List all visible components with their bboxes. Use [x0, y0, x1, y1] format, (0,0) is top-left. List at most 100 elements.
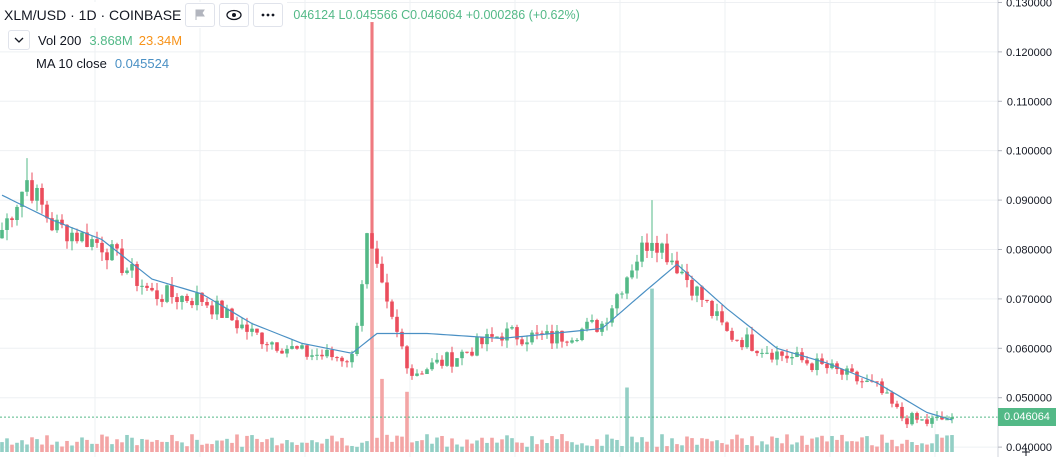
crosshair-icon[interactable]	[1022, 448, 1030, 456]
volume-bar	[315, 442, 319, 452]
volume-bar	[835, 439, 839, 452]
candle	[505, 322, 509, 348]
price-axis[interactable]: 0.130000 0.120000 0.110000 0.100000 0.090000…	[998, 0, 1052, 454]
volume-bar	[70, 445, 74, 452]
candle	[80, 232, 84, 243]
volume-bar	[700, 438, 704, 452]
volume-bar	[360, 442, 364, 452]
volume-bar	[225, 438, 229, 452]
y-tick-label: 0.100000	[1006, 146, 1052, 158]
candle	[205, 297, 209, 309]
volume-bar	[90, 443, 94, 452]
ma-line	[1, 194, 953, 421]
volume-label[interactable]: Vol 200	[38, 32, 82, 48]
candle	[120, 238, 124, 276]
candle	[775, 345, 779, 366]
candle	[465, 351, 469, 354]
volume-bar	[940, 437, 944, 452]
volume-bar	[30, 437, 34, 452]
volume-bar	[120, 442, 124, 452]
volume-bar	[860, 437, 864, 452]
volume-bar	[920, 443, 924, 452]
candle	[535, 324, 539, 340]
volume-bar	[720, 443, 724, 452]
candle	[40, 183, 44, 214]
volume-bar	[65, 440, 69, 452]
candle	[360, 280, 364, 332]
volume-bar	[280, 443, 284, 452]
volume-bar	[135, 445, 139, 452]
candle	[920, 419, 924, 421]
volume-bar	[635, 442, 639, 452]
volume-bar	[485, 442, 489, 452]
candle	[510, 325, 514, 330]
candle	[440, 355, 444, 369]
volume-bar	[745, 444, 749, 452]
candle	[635, 254, 639, 279]
candle	[450, 346, 454, 373]
candle	[765, 346, 769, 355]
volume-bar	[875, 446, 879, 452]
candle	[15, 204, 19, 226]
symbol-title[interactable]: XLM/USD · 1D · COINBASE	[4, 7, 182, 23]
volume-bar	[330, 435, 334, 452]
volume-bar	[390, 441, 394, 452]
candle	[35, 184, 39, 211]
volume-bar	[440, 435, 444, 452]
volume-bar	[145, 439, 149, 452]
volume-bar	[180, 442, 184, 452]
candle	[500, 332, 504, 347]
volume-bar	[275, 445, 279, 452]
candle	[850, 364, 854, 374]
volume-bar	[620, 445, 624, 452]
candle	[265, 341, 269, 352]
volume-bar	[35, 439, 39, 452]
candle	[405, 345, 409, 374]
candle	[5, 213, 9, 241]
volume-bar	[240, 446, 244, 452]
candle	[365, 232, 369, 289]
volume-bar	[15, 442, 19, 452]
last-price-label: 0.046064	[998, 408, 1056, 427]
collapse-indicators-button[interactable]	[8, 30, 30, 50]
candle	[595, 318, 599, 333]
volume-bar	[815, 437, 819, 452]
candle	[295, 345, 299, 350]
volume-bar	[210, 444, 214, 452]
volume-bar	[575, 444, 579, 452]
visibility-button[interactable]	[219, 3, 250, 27]
volume-bar	[305, 442, 309, 452]
candle	[60, 214, 64, 229]
volume-bar	[310, 440, 314, 452]
candle	[85, 223, 89, 248]
candle	[580, 327, 584, 342]
candle	[230, 307, 234, 321]
candle	[895, 400, 899, 409]
candle	[325, 344, 329, 359]
candle	[925, 413, 929, 427]
candle	[395, 309, 399, 338]
candle	[560, 330, 564, 348]
candle	[520, 336, 524, 347]
volume-bar	[385, 434, 389, 452]
candle	[650, 200, 654, 259]
candle	[485, 328, 489, 352]
volume-bar	[785, 434, 789, 452]
candle	[185, 293, 189, 304]
more-button[interactable]	[253, 3, 284, 27]
volume-bar	[25, 444, 29, 452]
volume-bar	[505, 435, 509, 452]
ma-label[interactable]: MA 10 close	[36, 56, 107, 71]
volume-bar	[245, 435, 249, 452]
volume-bar	[555, 439, 559, 452]
volume-bar	[550, 436, 554, 452]
candle	[305, 344, 309, 360]
candle	[90, 236, 94, 251]
volume-bar	[565, 441, 569, 452]
volume-bar	[215, 440, 219, 452]
flag-button[interactable]	[185, 3, 216, 27]
volume-bar	[640, 437, 644, 452]
volume-bar	[770, 436, 774, 452]
volume-bar	[715, 440, 719, 452]
